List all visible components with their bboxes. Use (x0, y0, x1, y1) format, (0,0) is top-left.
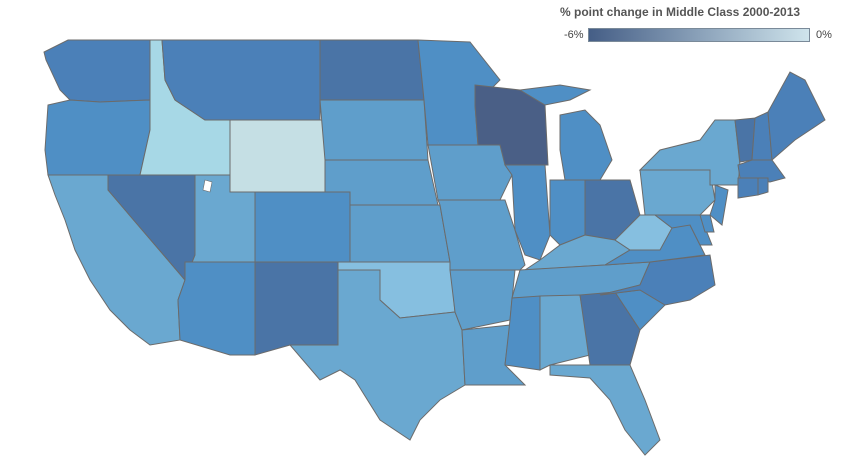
state-fl[interactable] (549, 364, 661, 456)
state-in[interactable] (549, 179, 586, 246)
lake-shape (202, 179, 213, 193)
state-az[interactable] (177, 261, 256, 356)
state-nj[interactable] (709, 184, 729, 226)
legend-max-label: 0% (816, 29, 832, 41)
state-pa[interactable] (639, 169, 716, 216)
state-il[interactable] (504, 164, 551, 261)
state-nd[interactable] (319, 39, 425, 101)
state-wy[interactable] (229, 119, 326, 193)
state-nc[interactable] (599, 254, 716, 306)
state-or[interactable] (44, 99, 151, 176)
legend-color-bar (588, 28, 810, 42)
state-co[interactable] (254, 191, 351, 263)
state-tx[interactable] (288, 269, 466, 441)
state-ms[interactable] (504, 295, 541, 371)
state-mi[interactable] (518, 84, 613, 181)
state-wa[interactable] (43, 39, 151, 103)
legend-min-label: -6% (564, 29, 584, 41)
state-ri[interactable] (757, 177, 769, 196)
state-ct[interactable] (737, 177, 759, 199)
state-al[interactable] (539, 294, 591, 371)
state-me[interactable] (767, 71, 826, 162)
legend: % point change in Middle Class 2000-2013… (560, 5, 840, 45)
state-nm[interactable] (254, 261, 339, 356)
state-mo[interactable] (437, 199, 526, 271)
state-sd[interactable] (319, 99, 429, 161)
state-la[interactable] (461, 324, 527, 386)
state-de[interactable] (699, 214, 715, 233)
state-ks[interactable] (349, 204, 451, 263)
legend-title: % point change in Middle Class 2000-2013 (560, 5, 801, 19)
state-ar[interactable] (449, 269, 516, 331)
state-ia[interactable] (427, 144, 513, 201)
